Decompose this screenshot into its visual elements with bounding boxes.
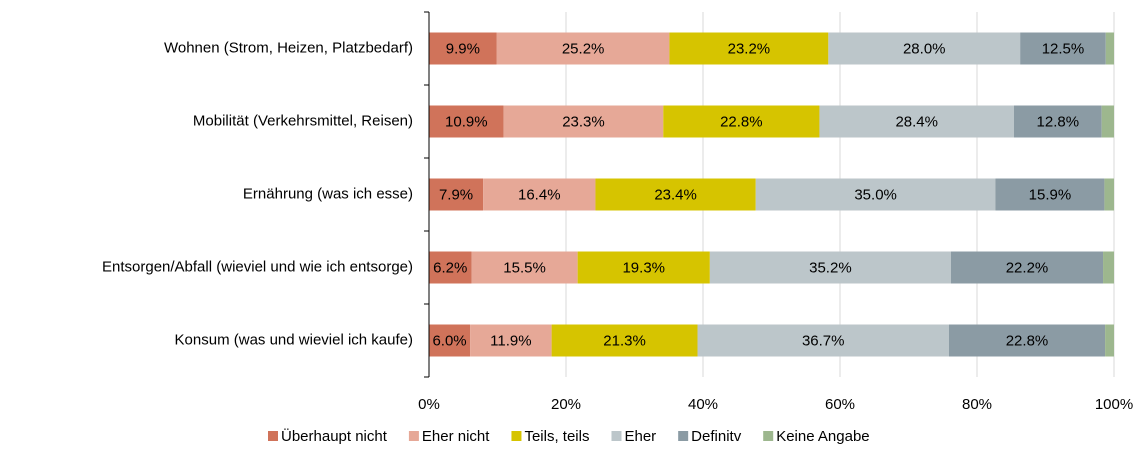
data-label: 15.5% (503, 259, 546, 276)
bar-segment (503, 105, 664, 138)
data-label: 19.3% (622, 259, 665, 276)
bar-segment (709, 251, 951, 284)
bar-segment (663, 105, 820, 138)
data-label: 16.4% (518, 186, 561, 203)
bar-segment (697, 324, 949, 357)
data-label: 15.9% (1029, 186, 1072, 203)
bar-segment (1020, 32, 1106, 65)
data-label: 9.9% (446, 40, 480, 57)
legend-label: Überhaupt nicht (281, 427, 388, 445)
data-label: 22.8% (720, 113, 763, 130)
bar-segment (1013, 105, 1102, 138)
x-tick-label: 40% (688, 396, 718, 413)
legend-swatch (611, 431, 622, 441)
legend-label: Eher (624, 428, 656, 445)
bar-segment (429, 178, 484, 211)
bar-segment (496, 32, 670, 65)
x-tick-label: 20% (551, 396, 581, 413)
data-label: 36.7% (802, 332, 845, 349)
bar-segment (950, 251, 1104, 284)
data-label: 10.9% (445, 113, 488, 130)
bar-segment (577, 251, 710, 284)
bar-segment (828, 32, 1021, 65)
bar-segment (819, 105, 1014, 138)
legend-swatch (408, 431, 419, 441)
bar-segment (429, 251, 472, 284)
data-label: 22.2% (1006, 259, 1049, 276)
legend-label: Keine Angabe (776, 428, 869, 445)
data-label: 25.2% (562, 40, 605, 57)
data-label: 28.4% (895, 113, 938, 130)
data-label: 12.8% (1037, 113, 1080, 130)
data-label: 7.9% (439, 186, 473, 203)
bar-segment (429, 324, 471, 357)
bar-segment (595, 178, 756, 211)
bar-segment (470, 324, 552, 357)
legend-swatch (268, 431, 278, 441)
x-tick-label: 80% (962, 396, 992, 413)
bar-segment (1101, 105, 1114, 138)
legend-label: Eher nicht (422, 428, 490, 445)
bar-segment (429, 32, 497, 65)
data-label: 35.2% (809, 259, 852, 276)
data-label: 28.0% (903, 40, 946, 57)
data-label: 23.4% (654, 186, 697, 203)
legend-label: Teils, teils (524, 428, 589, 445)
x-tick-label: 60% (825, 396, 855, 413)
category-label: Konsum (was und wieviel ich kaufe) (175, 331, 413, 348)
bar-segment (1103, 251, 1114, 284)
bar-segment (995, 178, 1105, 211)
x-tick-label: 100% (1095, 396, 1133, 413)
data-label: 35.0% (854, 186, 897, 203)
bar-segment (948, 324, 1106, 357)
bar-segment (429, 105, 504, 138)
bar-segment (1105, 32, 1114, 65)
category-label: Wohnen (Strom, Heizen, Platzbedarf) (164, 39, 413, 56)
data-label: 23.3% (562, 113, 605, 130)
legend-swatch (511, 431, 522, 441)
category-label: Mobilität (Verkehrsmittel, Reisen) (193, 112, 413, 129)
bar-segment (471, 251, 578, 284)
data-label: 21.3% (603, 332, 646, 349)
bar-segment (551, 324, 698, 357)
bar-segment (1104, 178, 1114, 211)
data-label: 12.5% (1042, 40, 1085, 57)
legend-label: Definitv (691, 428, 742, 445)
data-label: 23.2% (728, 40, 771, 57)
category-label: Ernährung (was ich esse) (243, 185, 413, 202)
data-label: 22.8% (1006, 332, 1049, 349)
bar-segment (755, 178, 996, 211)
data-label: 6.2% (433, 259, 467, 276)
category-label: Entsorgen/Abfall (wieviel und wie ich en… (102, 258, 413, 275)
data-label: 6.0% (432, 332, 466, 349)
x-tick-label: 0% (418, 396, 440, 413)
bar-segment (483, 178, 596, 211)
bar-segment (1105, 324, 1114, 357)
legend-swatch (763, 431, 774, 441)
legend-swatch (678, 431, 689, 441)
data-label: 11.9% (490, 332, 531, 349)
bar-segment (669, 32, 829, 65)
